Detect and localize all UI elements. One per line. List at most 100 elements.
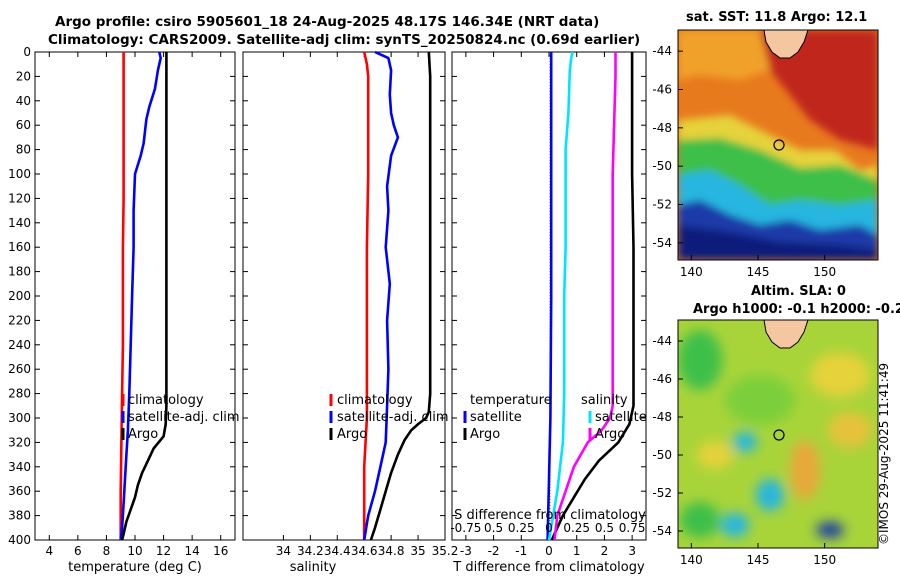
lat-tick-label: -44: [652, 44, 672, 58]
salinity-depth-ticks: [243, 51, 445, 541]
argo-float-marker: [773, 139, 785, 151]
y-tick-label: 160: [8, 240, 31, 254]
legend-s-satellite: satellite: [595, 410, 647, 425]
lon-tick-label: 140: [680, 265, 703, 279]
depth-axis: 0 20 40 60 80 100 120 140 160 180 200 220 240 260 280 3…: [8, 45, 235, 547]
y-tick-label: 60: [16, 118, 31, 132]
legend-climatology: climatology: [337, 393, 413, 408]
s-diff-tick-label: 0.5: [595, 521, 614, 535]
x-tick-label: 35: [410, 544, 425, 558]
temperature-legend: climatology satellite-adj. clim Argo: [121, 393, 240, 442]
imos-watermark: ©IMOS 29-Aug-2025 11:41:49: [877, 362, 891, 545]
lat-tick-label: -50: [652, 448, 672, 462]
salinity-diff-ticks: -0.75 0.5 0.25 0 0.25 0.5 0.75: [450, 521, 645, 535]
x-tick-label: -2: [488, 544, 500, 558]
legend-s-argo: Argo: [595, 427, 625, 442]
y-tick-label: 240: [8, 338, 31, 352]
x-tick-label: 4: [45, 544, 53, 558]
title-line-2: Climatology: CARS2009. Satellite-adj cli…: [48, 32, 641, 48]
s-diff-tick-label: -0.75: [450, 521, 481, 535]
series-line-satellite-adj-clim: [362, 50, 400, 541]
lon-tick-label: 145: [747, 553, 770, 567]
y-tick-label: 20: [16, 69, 31, 83]
difference-depth-ticks: [452, 51, 646, 541]
legend-satellite-adj: satellite-adj. clim: [337, 410, 449, 425]
y-tick-label: 180: [8, 265, 31, 279]
x-tick-label: 0: [545, 544, 553, 558]
lon-tick-label: 150: [813, 553, 836, 567]
y-tick-label: 0: [23, 45, 31, 59]
legend-t-satellite: satellite: [470, 410, 522, 425]
y-tick-label: 300: [8, 411, 31, 425]
salinity-axis: 34 34.2 34.4 34.6 34.8 35 35.2: [276, 52, 458, 558]
series-line-climatology: [362, 51, 370, 540]
y-tick-label: 360: [8, 484, 31, 498]
x-tick-label: 34.2: [297, 544, 324, 558]
x-tick-label: 34.4: [324, 544, 351, 558]
y-tick-label: 40: [16, 94, 31, 108]
sst-latitude-axis: -44 -46 -48 -50 -52 -54: [652, 44, 683, 250]
lat-tick-label: -54: [652, 236, 672, 250]
argo-float-marker-sla: [773, 429, 785, 441]
lat-tick-label: -46: [652, 372, 672, 386]
y-tick-label: 400: [8, 533, 31, 547]
lat-tick-label: -52: [652, 198, 672, 212]
salinity-diff-label: S difference from climatology: [454, 508, 646, 523]
y-tick-label: 100: [8, 167, 31, 181]
series-line-s-satellite: [547, 51, 574, 541]
x-tick-label: -1: [515, 544, 527, 558]
tasmania-land-sla: [763, 320, 809, 349]
temperature-xlabel: temperature (deg C): [68, 560, 202, 575]
series-line-satellite-adj-clim: [119, 51, 162, 541]
salinity-series: [362, 50, 432, 541]
legend-salinity-title: salinity: [581, 393, 628, 408]
sst-longitude-axis: 140 145 150: [680, 255, 836, 279]
s-diff-tick-label: 0.5: [484, 521, 503, 535]
temperature-diff-xlabel: T difference from climatology: [452, 560, 645, 575]
x-tick-label: 16: [213, 544, 228, 558]
sla-longitude-axis: 140 145 150: [680, 543, 836, 567]
y-tick-label: 80: [16, 143, 31, 157]
legend-temperature-title: temperature: [470, 393, 552, 408]
series-line-argo: [369, 51, 432, 541]
lat-tick-label: -54: [652, 524, 672, 538]
lat-tick-label: -48: [652, 410, 672, 424]
legend-t-argo: Argo: [470, 427, 500, 442]
series-line-t-argo: [550, 52, 635, 541]
lat-tick-label: -50: [652, 159, 672, 173]
x-tick-label: 34.6: [351, 544, 378, 558]
x-tick-label: 1: [573, 544, 581, 558]
y-tick-label: 140: [8, 216, 31, 230]
y-tick-label: 320: [8, 435, 31, 449]
x-tick-label: 2: [601, 544, 609, 558]
x-tick-label: 34.8: [378, 544, 405, 558]
x-tick-label: 12: [156, 544, 171, 558]
s-diff-tick-label: 0: [545, 521, 553, 535]
temperature-axis: 4 6 8 10 12 14 16: [45, 52, 228, 558]
lat-tick-label: -48: [652, 121, 672, 135]
sla-map-title-2: Argo h1000: -0.1 h2000: -0.21: [693, 302, 900, 317]
y-tick-label: 340: [8, 460, 31, 474]
title-line-1: Argo profile: csiro 5905601_18 24-Aug-20…: [55, 14, 600, 30]
difference-legend: temperature satellite Argo salinity sate…: [463, 393, 647, 442]
difference-series: [546, 51, 635, 541]
legend-satellite-adj: satellite-adj. clim: [128, 410, 240, 425]
s-diff-tick-label: 0.25: [563, 521, 590, 535]
x-tick-label: 6: [74, 544, 82, 558]
x-tick-label: -3: [460, 544, 472, 558]
y-tick-label: 120: [8, 191, 31, 205]
y-tick-label: 220: [8, 313, 31, 327]
salinity-legend: climatology satellite-adj. clim Argo: [329, 393, 449, 442]
lon-tick-label: 150: [813, 265, 836, 279]
x-tick-label: 8: [103, 544, 111, 558]
series-line-s-argo: [553, 52, 617, 541]
lon-tick-label: 140: [680, 553, 703, 567]
sla-latitude-axis: -44 -46 -48 -50 -52 -54: [652, 334, 683, 538]
lat-tick-label: -52: [652, 486, 672, 500]
series-line-argo: [120, 52, 168, 541]
s-diff-tick-label: 0.75: [619, 521, 646, 535]
